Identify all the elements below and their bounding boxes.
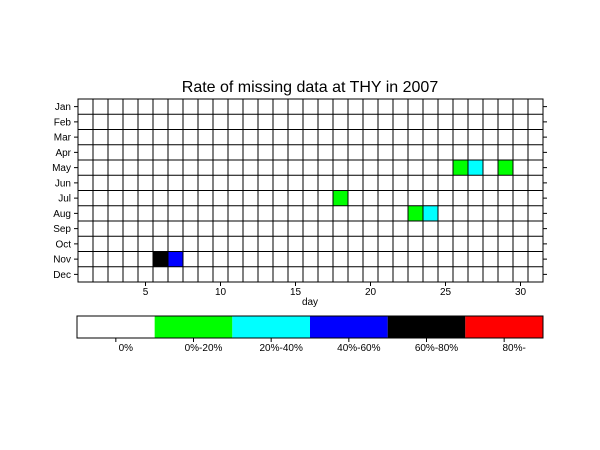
legend-swatch [154,316,233,338]
x-tick-label: 30 [515,287,527,298]
plot-frame [77,98,544,283]
heatmap-cell [468,160,483,176]
legend-label: 0%-20% [185,343,223,354]
x-tick-label: 25 [440,287,452,298]
legend-swatch [77,316,155,338]
y-tick-label: Oct [55,239,71,250]
y-tick-label: Apr [55,148,71,159]
x-tick-label: 15 [290,287,302,298]
heatmap-cell [333,190,348,206]
y-tick-label: Jun [55,178,71,189]
y-tick-label: Aug [53,209,71,220]
y-tick-label: Sep [53,224,71,235]
y-tick-label: Feb [54,117,72,128]
legend-label: 60%-80% [415,343,458,354]
legend-frame [76,315,544,339]
y-tick-label: Jan [55,102,71,113]
plot-area: Jan Feb Mar Apr May Jun Jul Aug Sep Oct Nov Dec 5 10 1… [52,98,547,298]
heatmap-cell [168,251,183,267]
legend-swatch [465,316,543,338]
legend-label: 40%-60% [337,343,380,354]
y-tick-label: Mar [54,133,72,144]
heatmap-cell [423,205,438,221]
legend-label: 20%-40% [259,343,302,354]
x-tick-label: 20 [365,287,377,298]
y-tick-label: May [52,163,71,174]
legend-swatch [310,316,388,338]
y-tick-label: Jul [58,194,71,205]
heatmap-cell [498,160,513,176]
heatmap-cell [153,251,168,267]
y-tick-label: Dec [53,270,71,281]
x-tick-label: 10 [215,287,227,298]
legend-colorbar: 0% 0%-20% 20%-40% 40%-60% 60%-80% 80%- [76,315,544,354]
legend-swatch [387,316,466,338]
legend-swatch [232,316,310,338]
heatmap-cell [408,205,423,221]
y-tick-label: Nov [53,255,71,266]
heatmap-cell [453,160,468,176]
legend-label: 0% [119,343,134,354]
x-tick-label: 5 [143,287,149,298]
legend-label: 80%- [502,343,525,354]
chart-title: Rate of missing data at THY in 2007 [182,79,439,96]
x-axis-label: day [302,297,318,308]
